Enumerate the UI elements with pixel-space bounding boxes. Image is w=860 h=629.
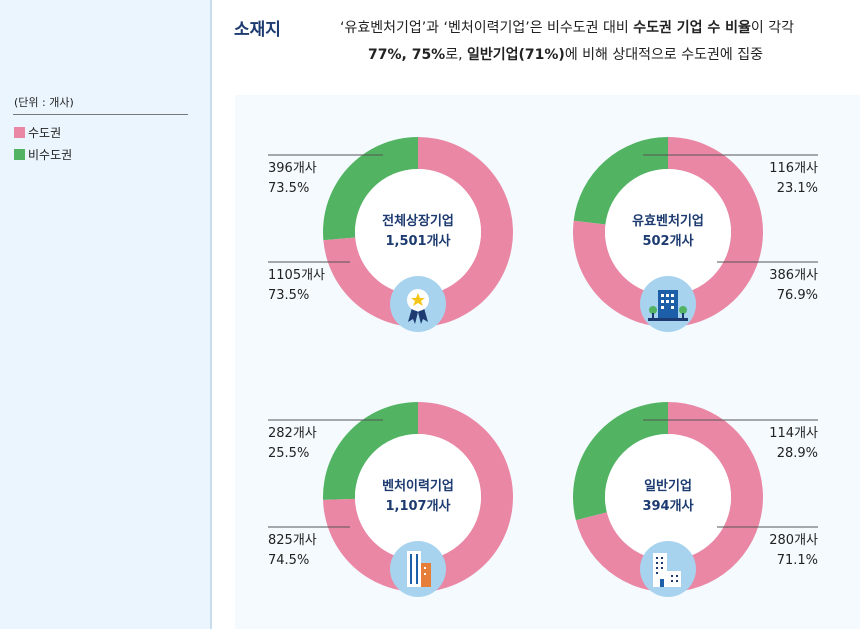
data-label-non-capital: 282개사 25.5% (268, 424, 317, 464)
percent-label: 25.5% (268, 446, 310, 461)
chart-title: 일반기업 (644, 479, 692, 494)
count-label: 386개사 (769, 268, 818, 283)
legend-swatch-pink (14, 127, 25, 138)
legend-swatch-green (14, 149, 25, 160)
count-label: 1105개사 (268, 268, 326, 283)
text: 로, (445, 47, 467, 63)
donut-3 (268, 402, 513, 592)
donut-2 (573, 137, 818, 327)
data-label-capital: 825개사 74.5% (268, 531, 317, 571)
slice-capital (323, 137, 513, 328)
data-label-capital: 280개사 71.1% (718, 531, 818, 571)
percent-label: 73.5% (268, 181, 310, 196)
section-title: 소재지 (234, 20, 281, 40)
percent-label: 73.5% (268, 288, 310, 303)
award-ribbon-icon (390, 276, 446, 332)
data-label-capital: 386개사 76.9% (718, 266, 818, 306)
donut-hole (605, 169, 731, 295)
count-label: 114개사 (769, 426, 818, 441)
legend-item-non-capital: 비수도권 (14, 146, 72, 163)
legend-label: 수도권 (28, 126, 62, 140)
text: ‘유효벤처기업’과 ‘벤처이력기업’은 비수도권 대비 (340, 20, 634, 36)
percent-label: 74.5% (268, 553, 310, 568)
text: 이 각각 (750, 20, 794, 36)
donut-1 (268, 137, 513, 328)
chart-total: 502개사 (642, 234, 694, 249)
city-building-icon (640, 541, 696, 597)
percent-label: 76.9% (776, 288, 818, 303)
donut-center-label: 일반기업 394개사 (603, 477, 733, 517)
chart-total: 394개사 (642, 499, 694, 514)
data-label-non-capital: 396개사 73.5% (268, 159, 317, 199)
description-line-1: ‘유효벤처기업’과 ‘벤처이력기업’은 비수도권 대비 수도권 기업 수 비율이… (340, 17, 794, 37)
slice-non-capital (323, 137, 418, 241)
data-label-capital: 1105개사 73.5% (268, 266, 325, 306)
donut-center-label: 전체상장기업 1,501개사 (353, 212, 483, 252)
text-bold: 77%, 75% (368, 47, 446, 63)
chart-title: 벤처이력기업 (382, 479, 454, 494)
text-bold: 일반기업(71%) (467, 47, 565, 63)
count-label: 280개사 (769, 533, 818, 548)
chart-title: 유효벤처기업 (632, 214, 704, 229)
count-label: 825개사 (268, 533, 317, 548)
donut-center-label: 유효벤처기업 502개사 (603, 212, 733, 252)
percent-label: 71.1% (776, 553, 818, 568)
office-building-trees-icon (640, 276, 696, 332)
legend-item-capital: 수도권 (14, 124, 61, 141)
unit-label: (단위 : 개사) (14, 96, 74, 109)
tower-building-icon (390, 541, 446, 597)
slice-non-capital (573, 402, 668, 521)
slice-non-capital (573, 137, 668, 225)
slice-non-capital (323, 402, 418, 500)
slice-capital (573, 137, 764, 327)
divider (13, 114, 188, 115)
count-label: 116개사 (769, 161, 818, 176)
donut-hole (355, 169, 481, 295)
percent-label: 23.1% (776, 181, 818, 196)
chart-title: 전체상장기업 (382, 214, 454, 229)
donut-hole (605, 434, 731, 560)
text: 에 비해 상대적으로 수도권에 집중 (564, 47, 763, 63)
count-label: 396개사 (268, 161, 317, 176)
legend-label: 비수도권 (28, 148, 73, 162)
percent-label: 28.9% (776, 446, 818, 461)
sidebar: (단위 : 개사) 수도권 비수도권 (0, 0, 212, 629)
data-label-non-capital: 114개사 28.9% (718, 424, 818, 464)
description-line-2: 77%, 75%로, 일반기업(71%)에 비해 상대적으로 수도권에 집중 (368, 44, 763, 64)
text-bold: 수도권 기업 수 비율 (633, 20, 751, 36)
donut-center-label: 벤처이력기업 1,107개사 (353, 477, 483, 517)
slice-capital (575, 402, 763, 593)
chart-total: 1,501개사 (385, 234, 451, 249)
count-label: 282개사 (268, 426, 317, 441)
donut-4 (573, 402, 818, 593)
slice-capital (323, 402, 513, 592)
donut-hole (355, 434, 481, 560)
chart-total: 1,107개사 (385, 499, 451, 514)
data-label-non-capital: 116개사 23.1% (718, 159, 818, 199)
